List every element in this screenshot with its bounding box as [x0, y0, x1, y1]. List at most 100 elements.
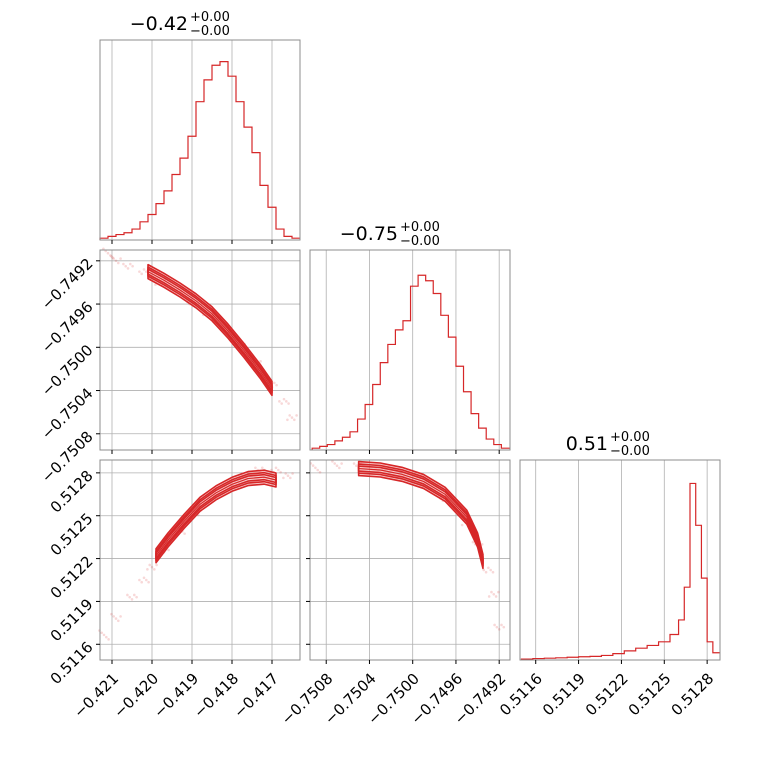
scatter-point	[289, 476, 292, 480]
scatter-point	[254, 466, 257, 470]
scatter-point	[131, 264, 134, 268]
scatter-point	[286, 418, 289, 422]
x-tick-label: 0.5119	[539, 670, 589, 720]
scatter-point	[489, 568, 492, 572]
y-tick-label: 0.5125	[47, 510, 97, 560]
contour-ridge	[155, 476, 277, 557]
scatter-point	[279, 470, 282, 474]
scatter-point	[154, 283, 157, 286]
scatter-point	[142, 576, 146, 580]
scatter-point	[150, 565, 154, 569]
scatter-point	[133, 593, 136, 597]
scatter-point	[338, 466, 341, 470]
scatter-point	[102, 247, 105, 251]
x-tick-label: 0.5128	[668, 670, 718, 720]
panel-frame	[309, 249, 511, 451]
scatter-point	[318, 470, 322, 474]
scatter-point	[100, 631, 103, 635]
contour-level-2	[155, 473, 277, 560]
scatter-point	[106, 251, 110, 255]
contour-level-2	[357, 465, 484, 565]
histogram-step-2	[520, 482, 720, 660]
scatter-point	[146, 568, 149, 571]
scatter-point	[114, 259, 118, 263]
y-tick-label: 0.5122	[47, 552, 97, 602]
scatter-point	[140, 580, 143, 584]
scatter-point	[119, 615, 122, 618]
scatter-point	[167, 548, 170, 552]
param-title-sub-2: −0.00	[610, 444, 650, 459]
scatter-point	[471, 540, 475, 544]
scatter-point	[183, 532, 186, 535]
scatter-point	[487, 595, 491, 598]
contour-level-1	[147, 266, 273, 394]
scatter-point	[494, 595, 498, 598]
y-tick-label: 0.5119	[47, 595, 97, 645]
x-tick-label: −0.417	[230, 670, 282, 722]
scatter-point	[111, 256, 114, 259]
scatter-point	[119, 257, 122, 260]
scatter-point	[290, 416, 294, 419]
param-title-sup-1: +0.00	[400, 220, 440, 235]
scatter-point	[270, 468, 273, 472]
scatter-point	[110, 255, 113, 258]
scatter-point	[282, 397, 286, 401]
histogram-step-0	[99, 61, 300, 240]
scatter-point	[145, 270, 148, 273]
scatter-point	[129, 262, 132, 266]
param-title-sup-2: +0.00	[610, 430, 650, 445]
scatter-point	[112, 257, 115, 260]
panel-frame	[519, 459, 721, 661]
scatter-point	[311, 464, 315, 467]
scatter-point	[261, 466, 264, 470]
scatter-point	[335, 464, 339, 468]
scatter-point	[280, 402, 284, 405]
scatter-point	[285, 400, 288, 403]
scatter-point	[102, 633, 106, 637]
scatter-point	[490, 590, 493, 594]
scatter-point	[460, 523, 464, 527]
x-tick-label: 0.5125	[625, 670, 675, 720]
scatter-point	[122, 262, 125, 266]
scatter-point	[355, 464, 358, 468]
scatter-point	[147, 580, 150, 584]
scatter-point	[126, 593, 129, 597]
scatter-point	[148, 563, 151, 567]
scatter-point	[117, 261, 120, 265]
scatter-point	[286, 474, 290, 478]
scatter-point	[128, 595, 131, 599]
scatter-point	[340, 462, 343, 465]
panel-frame	[99, 39, 301, 241]
scatter-point	[155, 563, 158, 567]
param-title-2: 0.51	[566, 433, 608, 455]
scatter-point	[138, 270, 141, 273]
scatter-point	[497, 590, 500, 594]
scatter-point	[117, 619, 120, 623]
scatter-point	[112, 615, 115, 618]
scatter-point	[277, 468, 280, 472]
contour-level-2	[147, 268, 273, 392]
scatter-point	[493, 623, 496, 627]
contour-level-0	[155, 469, 277, 564]
scatter-point	[495, 625, 499, 629]
param-title-sub-1: −0.00	[400, 234, 440, 249]
scatter-point	[287, 402, 290, 405]
scatter-point	[295, 414, 298, 417]
scatter-point	[153, 568, 156, 571]
scatter-point	[484, 570, 488, 574]
scatter-point	[293, 418, 296, 422]
scatter-point	[502, 625, 506, 629]
y-tick-label: 0.5116	[47, 638, 97, 688]
scatter-point	[333, 462, 337, 465]
scatter-point	[126, 267, 130, 270]
scatter-point	[107, 638, 110, 641]
scatter-point	[288, 414, 292, 417]
param-title-sup-0: +0.00	[190, 10, 230, 25]
histogram-step-1	[311, 274, 510, 450]
scatter-point	[274, 466, 278, 470]
scatter-point	[497, 628, 501, 631]
panel-frame	[99, 249, 301, 451]
scatter-point	[275, 383, 278, 387]
scatter-point	[331, 460, 334, 463]
